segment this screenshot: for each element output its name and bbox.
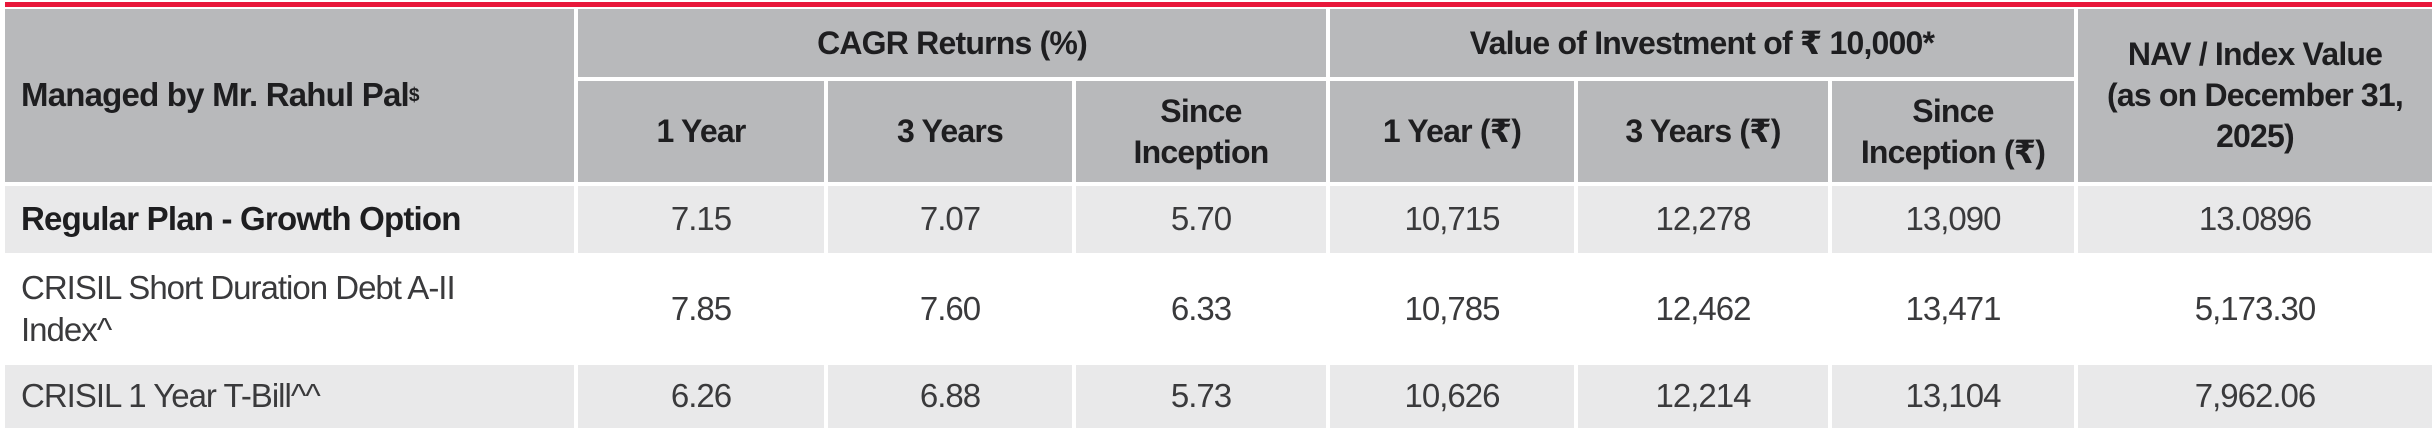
cell-tbill-cagr-1y: 6.26 [578, 365, 824, 428]
cell-tbill-value-inception: 13,104 [1832, 365, 2074, 428]
cell-regular-value-3y: 12,278 [1578, 186, 1828, 253]
group-header-value-of-investment: Value of Investment of ₹ 10,000* [1330, 9, 2074, 77]
cell-regular-value-1y: 10,715 [1330, 186, 1574, 253]
group-header-cagr-returns: CAGR Returns (%) [578, 9, 1326, 77]
column-header-value-1-year: 1 Year (₹) [1330, 81, 1574, 182]
row-label-crisil-short-duration-index: CRISIL Short Duration Debt A-II Index^ [5, 257, 574, 361]
cell-benchmark-cagr-1y: 7.85 [578, 257, 824, 361]
cell-benchmark-value-3y: 12,462 [1578, 257, 1828, 361]
column-header-value-since-inception: Since Inception (₹) [1832, 81, 2074, 182]
column-header-cagr-1-year: 1 Year [578, 81, 824, 182]
cell-regular-cagr-inception: 5.70 [1076, 186, 1326, 253]
cell-benchmark-value-inception: 13,471 [1832, 257, 2074, 361]
accent-top-bar [5, 2, 2432, 7]
cell-tbill-nav: 7,962.06 [2078, 365, 2432, 428]
cell-regular-cagr-1y: 7.15 [578, 186, 824, 253]
column-header-nav-index-value: NAV / Index Value (as on December 31, 20… [2078, 9, 2432, 182]
cell-tbill-value-1y: 10,626 [1330, 365, 1574, 428]
cell-benchmark-nav: 5,173.30 [2078, 257, 2432, 361]
cell-regular-value-inception: 13,090 [1832, 186, 2074, 253]
cell-tbill-value-3y: 12,214 [1578, 365, 1828, 428]
column-header-value-3-years: 3 Years (₹) [1578, 81, 1828, 182]
cell-benchmark-value-1y: 10,785 [1330, 257, 1574, 361]
cell-benchmark-cagr-inception: 6.33 [1076, 257, 1326, 361]
cell-tbill-cagr-inception: 5.73 [1076, 365, 1326, 428]
row-label-crisil-1-year-tbill: CRISIL 1 Year T-Bill^^ [5, 365, 574, 428]
column-header-cagr-since-inception: Since Inception [1076, 81, 1326, 182]
cell-tbill-cagr-3y: 6.88 [828, 365, 1072, 428]
column-header-managed-by: Managed by Mr. Rahul Pal $ [5, 9, 574, 182]
cell-regular-nav: 13.0896 [2078, 186, 2432, 253]
managed-by-text: Managed by Mr. Rahul Pal [21, 76, 410, 114]
performance-table: Managed by Mr. Rahul Pal $ CAGR Returns (… [5, 9, 2432, 428]
cell-benchmark-cagr-3y: 7.60 [828, 257, 1072, 361]
row-label-regular-plan-growth: Regular Plan - Growth Option [5, 186, 574, 253]
cell-regular-cagr-3y: 7.07 [828, 186, 1072, 253]
column-header-cagr-3-years: 3 Years [828, 81, 1072, 182]
